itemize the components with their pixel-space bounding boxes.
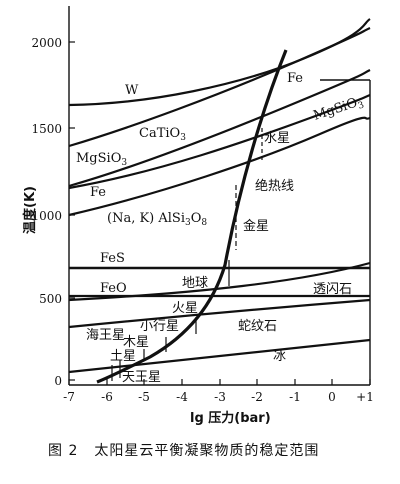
x-ticks: [68, 379, 371, 385]
label-mercury: 水星: [264, 131, 290, 146]
label-venus: 金星: [243, 218, 269, 234]
x-tick-m5: -5: [138, 390, 150, 404]
label-tremolite: 透闪石: [313, 282, 352, 297]
x-tick-0: 0: [328, 390, 336, 404]
x-tick-p1: +1: [356, 390, 374, 404]
label-adiabat: 绝热线: [255, 178, 294, 194]
y-axis-title: 温度(K): [22, 186, 38, 234]
label-fes: FeS: [100, 251, 125, 266]
label-mars: 火星: [172, 301, 198, 316]
figure-caption: 图 2 太阳星云平衡凝聚物质的稳定范围: [48, 440, 335, 460]
label-serpentine: 蛇纹石: [238, 319, 277, 334]
x-tick-m4: -4: [176, 390, 188, 404]
y-tick-0: 0: [54, 374, 62, 388]
label-uranus: 天王星: [122, 370, 161, 385]
label-saturn: 土星: [110, 349, 136, 364]
caption-text: 太阳星云平衡凝聚物质的稳定范围: [94, 443, 320, 459]
x-tick-m3: -3: [214, 390, 226, 404]
curve-mgsio3: [68, 69, 371, 188]
x-tick-m2: -2: [251, 390, 263, 404]
y-tick-500: 500: [39, 292, 62, 306]
adiabat-curve: [96, 49, 288, 384]
label-mgsio3-right: MgSiO3: [312, 94, 366, 126]
x-axis-title: lg 压力(bar): [190, 410, 271, 426]
curve-w: [68, 18, 371, 107]
label-jupiter: 木星: [123, 335, 149, 350]
curve-naksi: [68, 116, 371, 217]
curve-fe: [68, 93, 371, 190]
curve-ice: [68, 338, 371, 374]
y-tick-1500: 1500: [31, 122, 62, 136]
y-tick-2000: 2000: [31, 36, 62, 50]
label-mgsio3-left: MgSiO3: [76, 151, 127, 168]
planet-markers: [111, 128, 263, 381]
curve-serpentine: [68, 298, 371, 329]
label-naksi: (Na, K) AlSi3O8: [107, 211, 207, 228]
label-fe-right: Fe: [287, 71, 303, 86]
label-catio3: CaTiO3: [139, 126, 186, 143]
label-fe-left: Fe: [90, 185, 106, 200]
x-tick-m6: -6: [101, 390, 113, 404]
label-asteroid: 小行星: [140, 319, 179, 334]
x-tick-m1: -1: [289, 390, 301, 404]
y-ticks: [69, 41, 75, 381]
label-w: W: [125, 83, 139, 98]
label-ice: 冰: [273, 349, 286, 364]
label-neptune: 海王星: [86, 328, 125, 343]
caption-number: 图 2: [48, 443, 79, 459]
label-earth: 地球: [182, 276, 208, 291]
curve-catio3: [68, 27, 371, 148]
label-feo: FeO: [100, 281, 127, 296]
x-tick-m7: -7: [63, 390, 75, 404]
y-tick-1000: 1000: [31, 209, 62, 223]
